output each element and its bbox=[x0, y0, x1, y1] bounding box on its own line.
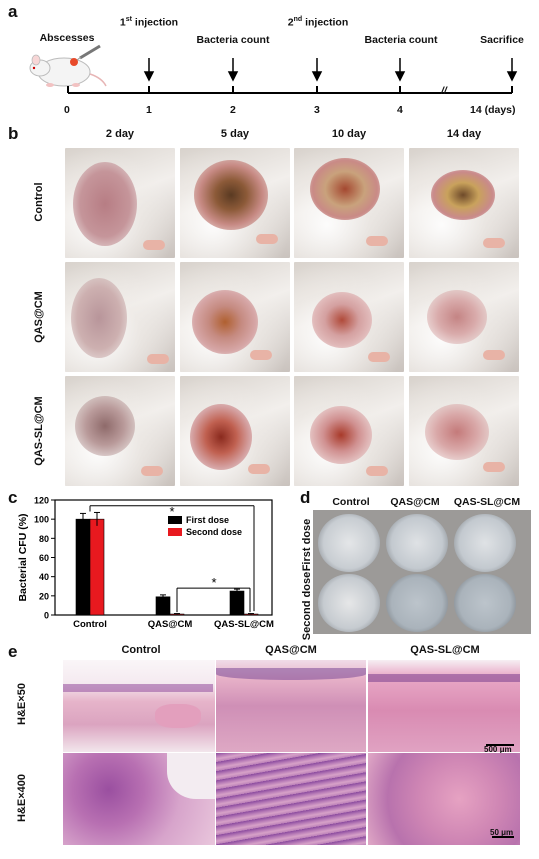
bar-first-dose bbox=[229, 590, 245, 616]
histology-qas-sl-cm-x50 bbox=[368, 660, 520, 752]
petri-dish-control-second bbox=[318, 574, 380, 632]
plate-column-control: Control bbox=[332, 496, 370, 508]
petri-dish-control-first bbox=[318, 514, 380, 572]
legend-swatch bbox=[168, 516, 182, 524]
day-label-5: 5 day bbox=[220, 128, 250, 140]
bar-second-dose bbox=[89, 518, 105, 616]
histology-qas-cm-x400 bbox=[216, 753, 366, 845]
scale-bar-500-label: 500 μm bbox=[484, 745, 512, 754]
histology-control-x50 bbox=[63, 660, 215, 752]
y-tick-label: 60 bbox=[39, 553, 49, 563]
legend-label: First dose bbox=[186, 515, 229, 525]
petri-dish-qas-sl-cm-first bbox=[454, 514, 516, 572]
timeline-tick-1: 1 bbox=[146, 104, 152, 116]
histology-column-qas-cm: QAS@CM bbox=[265, 644, 317, 656]
y-tick-label: 100 bbox=[34, 515, 49, 525]
timeline-event-4: Bacteria count bbox=[364, 34, 438, 46]
timeline-axis bbox=[67, 58, 518, 94]
timeline-tick-2: 2 bbox=[230, 104, 236, 116]
row-label-control: Control bbox=[33, 182, 45, 222]
timeline-event-2: Bacteria count bbox=[196, 34, 270, 46]
timeline-tick-3: 3 bbox=[314, 104, 320, 116]
row-label-qas-cm: QAS@CM bbox=[33, 291, 45, 343]
histology-control-x400 bbox=[63, 753, 215, 845]
panel-letter-c: c bbox=[8, 488, 18, 507]
y-tick-label: 20 bbox=[39, 591, 49, 601]
x-tick-label: QAS@CM bbox=[148, 619, 193, 630]
y-tick-label: 120 bbox=[34, 496, 49, 506]
bar-first-dose bbox=[75, 518, 91, 616]
mouse-photo-control-day10 bbox=[294, 148, 404, 258]
scale-bar-50-label: 50 μm bbox=[490, 828, 514, 837]
y-axis-label: Bacterial CFU (%) bbox=[17, 513, 29, 601]
histology-column-control: Control bbox=[121, 644, 161, 656]
timeline-event-5: Sacrifice bbox=[480, 34, 524, 46]
petri-dish-qas-sl-cm-second bbox=[454, 574, 516, 632]
day-label-10: 10 day bbox=[331, 128, 367, 140]
plate-column-qas-sl-cm: QAS-SL@CM bbox=[453, 496, 521, 508]
legend-swatch bbox=[168, 528, 182, 536]
mouse-photo-qas-sl-cm-day2 bbox=[65, 376, 175, 486]
y-tick-label: 80 bbox=[39, 534, 49, 544]
scale-bar-500 bbox=[486, 744, 514, 746]
panel-letter-e: e bbox=[8, 642, 18, 661]
timeline-tick-0: 0 bbox=[64, 104, 70, 116]
mouse-photo-qas-cm-day5 bbox=[180, 262, 290, 372]
petri-dish-qas-cm-first bbox=[386, 514, 448, 572]
timeline-break-mark: // bbox=[441, 85, 447, 97]
bar-chart: 0 20 40 60 80 100 120 Bacterial CFU (%) Control Q… bbox=[17, 496, 274, 631]
legend-label: Second dose bbox=[186, 527, 242, 537]
significance-star: * bbox=[211, 575, 216, 590]
panel-letter-d: d bbox=[300, 488, 311, 507]
bar-first-dose bbox=[155, 596, 171, 616]
histology-row-x50: H&E×50 bbox=[16, 683, 28, 725]
mouse-photo-qas-cm-day10 bbox=[294, 262, 404, 372]
panel-letter-a: a bbox=[8, 2, 18, 21]
timeline-tick-4: 4 bbox=[397, 104, 403, 116]
mouse-photo-qas-sl-cm-day14 bbox=[409, 376, 519, 486]
histology-column-qas-sl-cm: QAS-SL@CM bbox=[410, 644, 480, 656]
y-tick-label: 0 bbox=[44, 611, 49, 621]
timeline-event-3: 2nd injection bbox=[287, 16, 349, 29]
mouse-photo-qas-sl-cm-day5 bbox=[180, 376, 290, 486]
significance-star: * bbox=[169, 504, 174, 519]
plate-row-second-dose: Second dose bbox=[301, 571, 313, 641]
panel-letter-b: b bbox=[8, 124, 19, 143]
histology-qas-sl-cm-x400 bbox=[368, 753, 520, 845]
mouse-photo-qas-cm-day2 bbox=[65, 262, 175, 372]
plate-column-qas-cm: QAS@CM bbox=[390, 496, 440, 508]
mouse-illustration bbox=[29, 44, 107, 87]
timeline-event-1: 1st injection bbox=[119, 16, 179, 29]
timeline-start-label: Abscesses bbox=[39, 32, 95, 44]
mouse-photo-control-day5 bbox=[180, 148, 290, 258]
mouse-photo-qas-cm-day14 bbox=[409, 262, 519, 372]
mouse-photo-control-day14 bbox=[409, 148, 519, 258]
row-label-qas-sl-cm: QAS-SL@CM bbox=[33, 396, 45, 466]
petri-dish-qas-cm-second bbox=[386, 574, 448, 632]
timeline-tick-5: 14 (days) bbox=[470, 104, 516, 116]
x-tick-label: QAS-SL@CM bbox=[214, 619, 274, 630]
x-tick-label: Control bbox=[73, 619, 107, 630]
day-label-2: 2 day bbox=[105, 128, 135, 140]
y-tick-label: 40 bbox=[39, 572, 49, 582]
mouse-photo-qas-sl-cm-day10 bbox=[294, 376, 404, 486]
day-label-14: 14 day bbox=[446, 128, 482, 140]
histology-row-x400: H&E×400 bbox=[16, 774, 28, 823]
mouse-photo-control-day2 bbox=[65, 148, 175, 258]
scale-bar-50 bbox=[492, 836, 514, 838]
histology-qas-cm-x50 bbox=[216, 660, 366, 752]
